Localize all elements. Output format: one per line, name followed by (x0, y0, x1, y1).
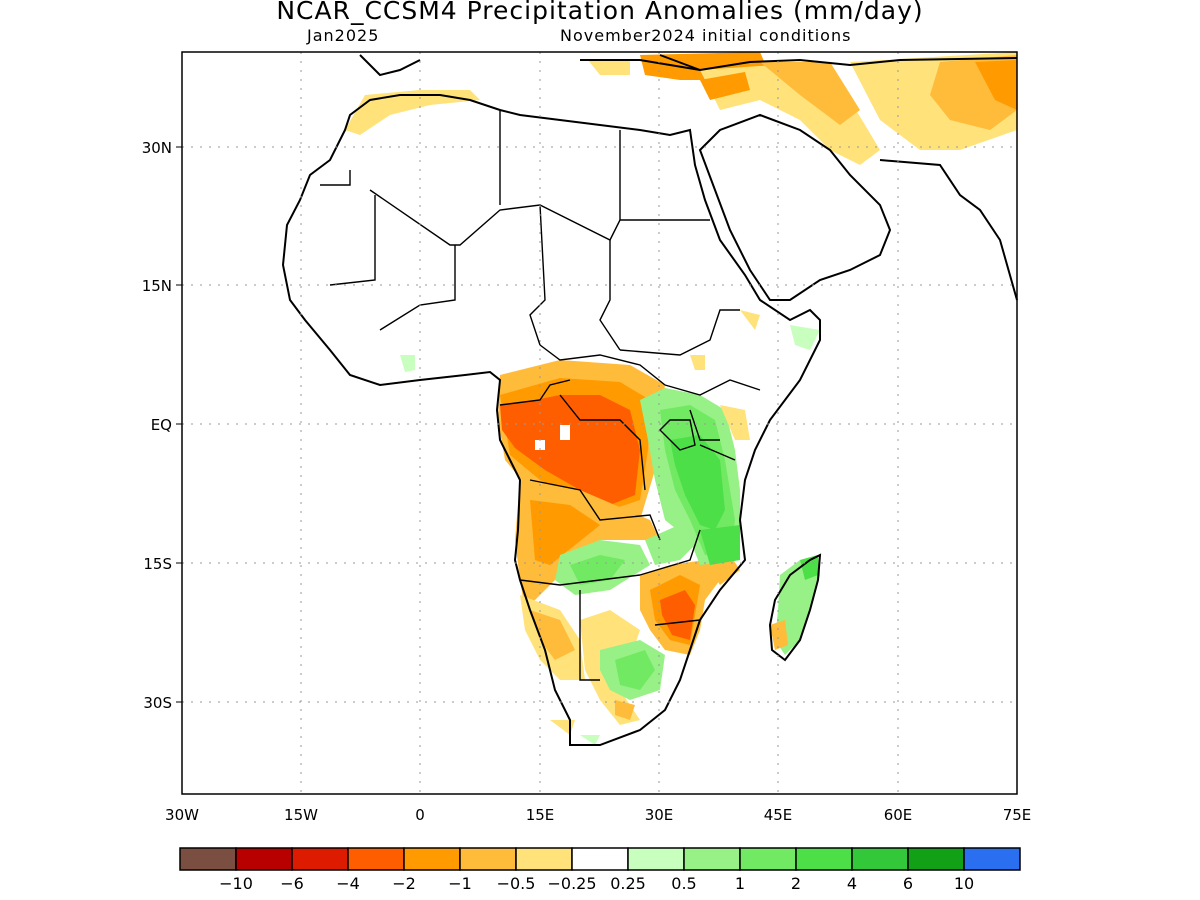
initial-conditions: November2024 initial conditions (560, 26, 852, 45)
colorbar-label: 6 (903, 874, 913, 893)
colorbar-label: −6 (280, 874, 304, 893)
lon-label: 15E (526, 806, 555, 824)
colorbar-swatch (347, 847, 405, 871)
colorbar-swatch (179, 847, 237, 871)
colorbar-swatch (459, 847, 517, 871)
colorbar-swatch (403, 847, 461, 871)
colorbar-swatch (291, 847, 349, 871)
colorbar-swatch (515, 847, 573, 871)
colorbar-swatch (739, 847, 797, 871)
lon-label: 30E (645, 806, 674, 824)
colorbar-label: −0.25 (547, 874, 596, 893)
lat-label: 30N (142, 139, 172, 157)
lon-label: 75E (1003, 806, 1032, 824)
colorbar-label: −4 (336, 874, 360, 893)
lon-label: 0 (415, 806, 425, 824)
colorbar-swatch (571, 847, 629, 871)
lon-label: 30W (165, 806, 199, 824)
colorbar-swatch (235, 847, 293, 871)
colorbar-label: 10 (954, 874, 974, 893)
colorbar-swatch (627, 847, 685, 871)
country-borders (320, 110, 761, 681)
colorbar-swatch (851, 847, 909, 871)
latitude-axis: 30N 15N EQ 15S 30S (142, 139, 182, 712)
forecast-month: Jan2025 (307, 26, 380, 45)
map-title: NCAR_CCSM4 Precipitation Anomalies (mm/d… (276, 0, 924, 25)
colorbar-label: 0.25 (610, 874, 646, 893)
lat-label: 30S (143, 694, 172, 712)
lon-label: 45E (764, 806, 793, 824)
lon-label: 60E (884, 806, 913, 824)
colorbar-label: −1 (448, 874, 472, 893)
lon-label: 15W (284, 806, 318, 824)
colorbar-label: 4 (847, 874, 857, 893)
coastlines (281, 54, 1018, 746)
graticule (182, 52, 1017, 794)
colorbar-swatch (907, 847, 965, 871)
colorbar-label: −10 (219, 874, 253, 893)
colorbar-label: −2 (392, 874, 416, 893)
colorbar-label: −0.5 (497, 874, 536, 893)
colorbar: −10 −6 −4 −2 −1 −0.5 −0.25 0.25 0.5 1 2 4 6 10 (179, 847, 1021, 893)
map-frame (181, 51, 1018, 795)
colorbar-swatch (795, 847, 853, 871)
lat-label: 15N (142, 277, 172, 295)
colorbar-swatch (683, 847, 741, 871)
colorbar-label: 1 (735, 874, 745, 893)
colorbar-label: 2 (791, 874, 801, 893)
lat-label: 15S (143, 555, 172, 573)
colorbar-label: 0.5 (671, 874, 696, 893)
longitude-axis: 30W 15W 0 15E 30E 45E 60E 75E (165, 806, 1031, 824)
colorbar-swatch (963, 847, 1021, 871)
lat-label: EQ (151, 416, 172, 434)
